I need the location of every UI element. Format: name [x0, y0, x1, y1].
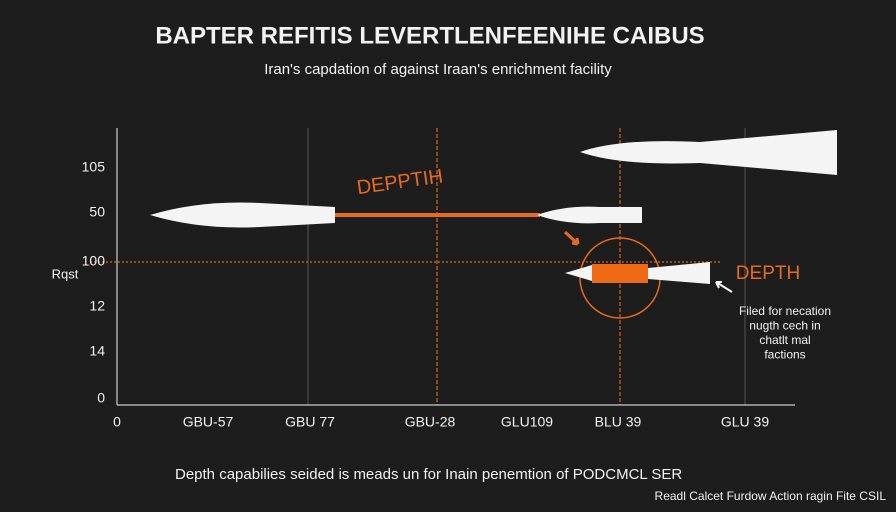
bomb-shape: [580, 130, 837, 175]
annotation: DEPPTIH: [355, 165, 444, 199]
arrow: [715, 281, 733, 293]
x-label: GLU109: [501, 414, 553, 430]
bomb-shape: [565, 265, 592, 281]
annotation: DEPTH: [736, 263, 800, 284]
arrow: [563, 230, 580, 246]
title: BAPTER REFITIS LEVERTLENFEENIHE CAIBUS: [155, 22, 704, 49]
x-label: GBU-28: [405, 414, 456, 430]
y-label: 50: [89, 204, 105, 220]
note-line: factions: [764, 348, 805, 362]
source: Readl Calcet Furdow Action ragin Fite CS…: [655, 489, 887, 503]
y-label: 0: [97, 390, 105, 406]
caption: Depth capabilies seided is meads un for …: [175, 466, 682, 483]
y-label: 12: [89, 298, 105, 314]
subtitle: Iran's capdation of against Iraan's enri…: [264, 61, 612, 78]
x-label: GBU-57: [183, 414, 234, 430]
y-label: 14: [89, 343, 105, 359]
bomb-shape: [648, 262, 710, 284]
penetration-segment: [592, 264, 648, 283]
x-label: GLU 39: [721, 414, 769, 430]
axes: [90, 128, 795, 406]
note-line: chatlt mal: [759, 333, 810, 347]
x-labels: 0 GBU-57 GBU 77 GBU-28 GLU109 BLU 39 GLU 39: [113, 414, 769, 430]
note-line: nugth cech in: [749, 319, 820, 333]
munitions: [150, 130, 837, 319]
x-label: GBU 77: [285, 414, 335, 430]
y-label: 105: [82, 159, 106, 175]
y-axis-label: Rqst: [52, 266, 79, 281]
y-labels: 105 50 100 12 14 0: [82, 159, 106, 406]
bomb-shape: [150, 202, 335, 228]
x-label: 0: [113, 414, 121, 430]
note-line: Filed for necation: [739, 304, 831, 318]
y-label: 100: [82, 253, 106, 269]
x-label: BLU 39: [595, 414, 642, 430]
bomb-shape: [537, 206, 642, 224]
